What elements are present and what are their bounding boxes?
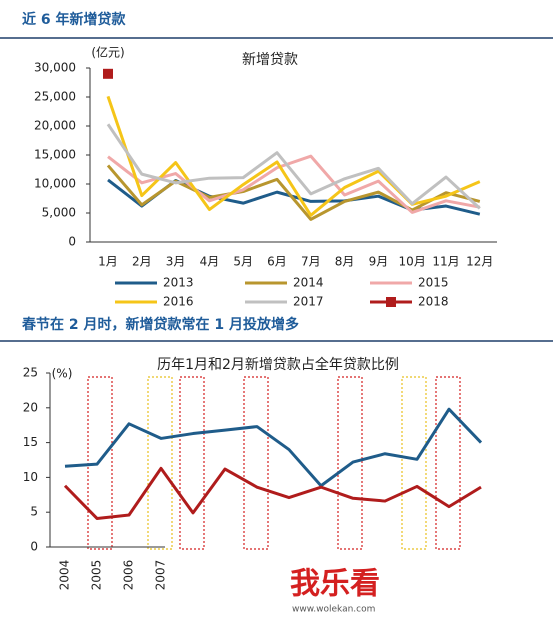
series-line: [106, 95, 481, 217]
y-tick-label: 15: [23, 435, 38, 449]
y-tick-label: 15,000: [34, 148, 76, 162]
highlight-box: [147, 376, 173, 550]
y-tick-label: 20,000: [34, 119, 76, 133]
x-tick-label: 12月: [466, 255, 493, 269]
x-tick-label: 8月: [335, 255, 355, 269]
x-tick-label: 2005: [90, 560, 104, 591]
y-tick-label: 5: [30, 505, 38, 519]
highlight-box: [87, 376, 113, 550]
series-line: [107, 154, 481, 214]
legend-label: 2018: [418, 295, 449, 309]
y-tick-label: 25: [23, 366, 38, 380]
series-line: [106, 164, 481, 221]
series-line: [64, 407, 483, 488]
x-tick-label: 11月: [432, 255, 459, 269]
highlight-box: [243, 376, 269, 550]
x-tick-label: 2月: [132, 255, 152, 269]
x-tick-label: 2006: [122, 560, 136, 591]
series-line: [63, 466, 482, 520]
highlight-box: [179, 376, 205, 550]
highlight-boxes: [87, 376, 461, 550]
y-tick-label: 20: [23, 400, 38, 414]
legend-marker: [386, 297, 396, 307]
x-tick-label: 4月: [200, 255, 220, 269]
x-tick-label: 2004: [58, 560, 72, 591]
section-heading: 近 6 年新增贷款: [22, 11, 126, 28]
highlight-box: [435, 376, 461, 550]
chart-title: 历年1月和2月新增贷款占全年贷款比例: [157, 356, 399, 373]
legend-label: 2013: [163, 276, 194, 290]
x-tick-label: 3月: [166, 255, 186, 269]
x-tick-label: 10月: [399, 255, 426, 269]
y-tick-label: 0: [30, 540, 38, 554]
chart-title: 新增贷款: [242, 52, 298, 68]
x-tick-label: 6月: [267, 255, 287, 269]
section-heading: 春节在 2 月时，新增贷款常在 1 月投放增多: [21, 316, 299, 333]
x-tick-label: 7月: [301, 255, 321, 269]
x-tick-label: 1月: [98, 255, 118, 269]
watermark: 我乐看: [290, 567, 380, 602]
legend-label: 2015: [418, 276, 449, 290]
unit-label: (%): [52, 367, 73, 381]
highlight-box: [337, 376, 363, 550]
highlight-box: [401, 376, 427, 550]
unit-label: (亿元): [91, 45, 124, 60]
legend-label: 2017: [293, 295, 324, 309]
y-tick-label: 5,000: [42, 206, 76, 220]
y-tick-label: 25,000: [34, 90, 76, 104]
y-tick-label: 10,000: [34, 177, 76, 191]
legend-label: 2014: [293, 276, 324, 290]
x-tick-label: 2007: [154, 560, 168, 591]
y-tick-label: 10: [23, 470, 38, 484]
y-tick-label: 0: [68, 235, 76, 249]
watermark-url: www.wolekan.com: [292, 605, 375, 615]
x-tick-label: 5月: [233, 255, 253, 269]
legend-label: 2016: [163, 295, 194, 309]
x-tick-label: 9月: [369, 255, 389, 269]
series-marker: [103, 68, 113, 79]
series-line: [106, 123, 481, 210]
y-tick-label: 30,000: [34, 61, 76, 75]
